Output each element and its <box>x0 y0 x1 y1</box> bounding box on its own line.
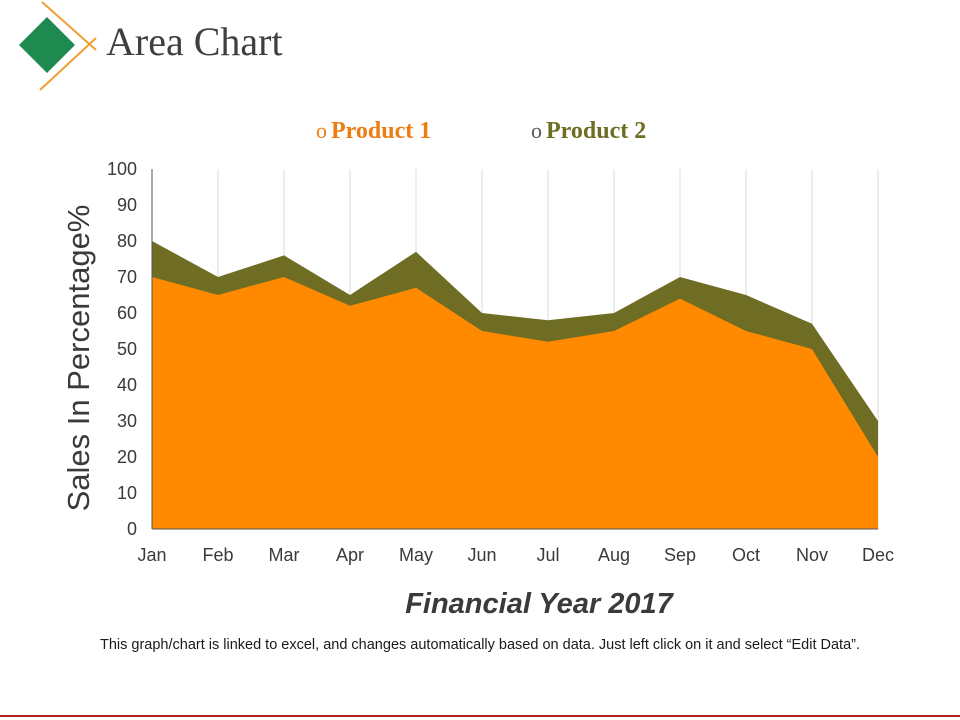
legend-item-product-1[interactable]: o Product 1 <box>316 118 431 145</box>
area-chart[interactable]: 0 10 20 30 40 50 60 70 80 90 100 Jan Feb Mar Apr May Ju… <box>0 0 960 630</box>
y-tick-label-0: 0 <box>127 519 137 539</box>
y-tick-label-30: 30 <box>117 411 137 431</box>
x-tick-label-jun: Jun <box>467 545 496 565</box>
footnote: This graph/chart is linked to excel, and… <box>99 637 861 653</box>
x-tick-label-jan: Jan <box>137 545 166 565</box>
legend-item-product-2[interactable]: o Product 2 <box>531 118 646 145</box>
legend-label-product-1: Product 1 <box>331 118 432 144</box>
y-tick-label-10: 10 <box>117 483 137 503</box>
y-tick-label-50: 50 <box>117 339 137 359</box>
legend-marker-product-1: o <box>316 118 327 143</box>
y-tick-label-90: 90 <box>117 195 137 215</box>
x-tick-labels: Jan Feb Mar Apr May Jun Jul Aug Sep Oct Nov Dec <box>137 545 894 565</box>
x-axis-title: Financial Year 2017 <box>405 588 674 620</box>
y-tick-label-80: 80 <box>117 231 137 251</box>
legend-label-product-2: Product 2 <box>546 118 647 144</box>
y-tick-label-70: 70 <box>117 267 137 287</box>
x-tick-label-apr: Apr <box>336 545 364 565</box>
legend-marker-product-2: o <box>531 118 542 143</box>
logo-diamond <box>19 17 75 73</box>
x-tick-label-dec: Dec <box>862 545 894 565</box>
y-tick-label-60: 60 <box>117 303 137 323</box>
y-tick-label-20: 20 <box>117 447 137 467</box>
x-tick-label-sep: Sep <box>664 545 696 565</box>
title-logo <box>19 1 97 91</box>
chart-legend: o Product 1 o Product 2 <box>0 118 960 152</box>
logo-line-upper <box>41 1 97 51</box>
bottom-accent-rule <box>0 715 960 717</box>
x-tick-label-oct: Oct <box>732 545 760 565</box>
axes <box>151 169 878 530</box>
y-tick-label-100: 100 <box>107 159 137 179</box>
y-tick-label-40: 40 <box>117 375 137 395</box>
area-series <box>152 241 878 529</box>
x-tick-label-mar: Mar <box>269 545 300 565</box>
x-tick-label-nov: Nov <box>796 545 828 565</box>
page-title: Area Chart <box>106 19 283 64</box>
y-tick-labels: 0 10 20 30 40 50 60 70 80 90 100 <box>107 159 137 539</box>
y-axis-title: Sales In Percentage% <box>61 205 96 512</box>
x-tick-label-may: May <box>399 545 433 565</box>
x-tick-label-aug: Aug <box>598 545 630 565</box>
x-tick-label-feb: Feb <box>202 545 233 565</box>
logo-line-lower <box>39 37 97 91</box>
area-product-1[interactable] <box>152 277 878 529</box>
x-tick-label-jul: Jul <box>536 545 559 565</box>
